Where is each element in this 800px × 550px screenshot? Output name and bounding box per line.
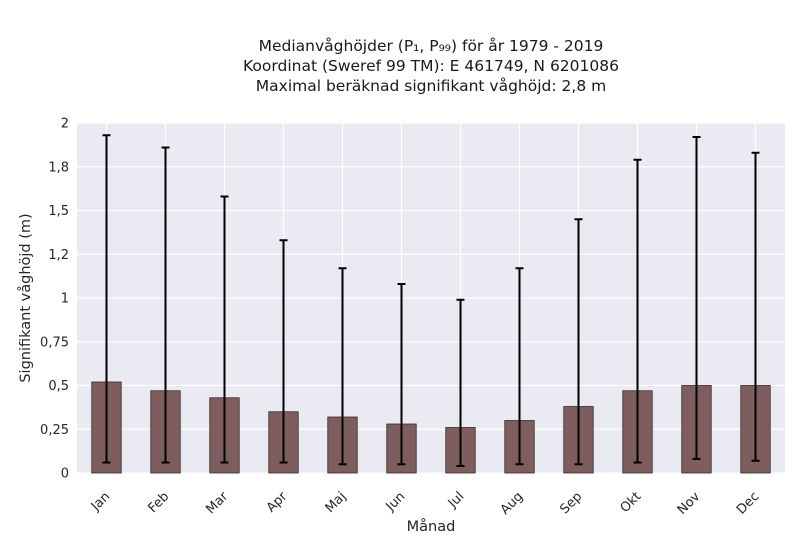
x-axis-label: Månad xyxy=(407,518,456,535)
chart-title-line: Medianvåghöjder (P₁, P₉₉) för år 1979 - … xyxy=(259,37,604,55)
x-tick-label: Jul xyxy=(445,489,467,511)
x-tick-label: Jan xyxy=(88,489,113,514)
x-tick-label: Okt xyxy=(618,489,645,516)
chart-title-line: Koordinat (Sweref 99 TM): E 461749, N 62… xyxy=(243,57,619,75)
chart-title-line: Maximal beräknad signifikant våghöjd: 2,… xyxy=(256,77,606,95)
y-axis-ticks: 0 0,25 0,5 0,75 1 1,2 1,5 1,8 2 xyxy=(40,117,69,482)
y-tick-label: 0 xyxy=(61,467,69,482)
y-tick-label: 1 xyxy=(61,292,69,307)
x-axis-ticks: Jan Feb Mar Apr Maj Jun Jul Aug Sep Okt Nov Dec xyxy=(88,489,762,518)
y-tick-label: 0,25 xyxy=(40,423,69,438)
y-tick-label: 0,5 xyxy=(48,379,69,394)
y-tick-label: 1,5 xyxy=(48,204,69,219)
x-tick-label: Aug xyxy=(498,489,527,518)
x-tick-label: Maj xyxy=(323,489,350,516)
x-tick-label: Nov xyxy=(675,489,704,518)
error-bars xyxy=(102,134,760,467)
y-tick-label: 1,2 xyxy=(48,248,69,263)
x-tick-label: Jun xyxy=(383,489,409,515)
x-tick-label: Apr xyxy=(264,489,291,516)
x-tick-label: Sep xyxy=(557,489,585,517)
x-tick-label: Mar xyxy=(203,489,231,517)
y-tick-label: 0,75 xyxy=(40,335,69,350)
x-tick-label: Feb xyxy=(145,489,172,516)
x-tick-label: Dec xyxy=(734,489,762,517)
y-tick-label: 2 xyxy=(61,117,69,132)
chart-title: Medianvåghöjder (P₁, P₉₉) för år 1979 - … xyxy=(243,37,619,95)
y-axis-label: Signifikant våghöjd (m) xyxy=(17,213,34,382)
y-tick-label: 1,8 xyxy=(48,160,69,175)
